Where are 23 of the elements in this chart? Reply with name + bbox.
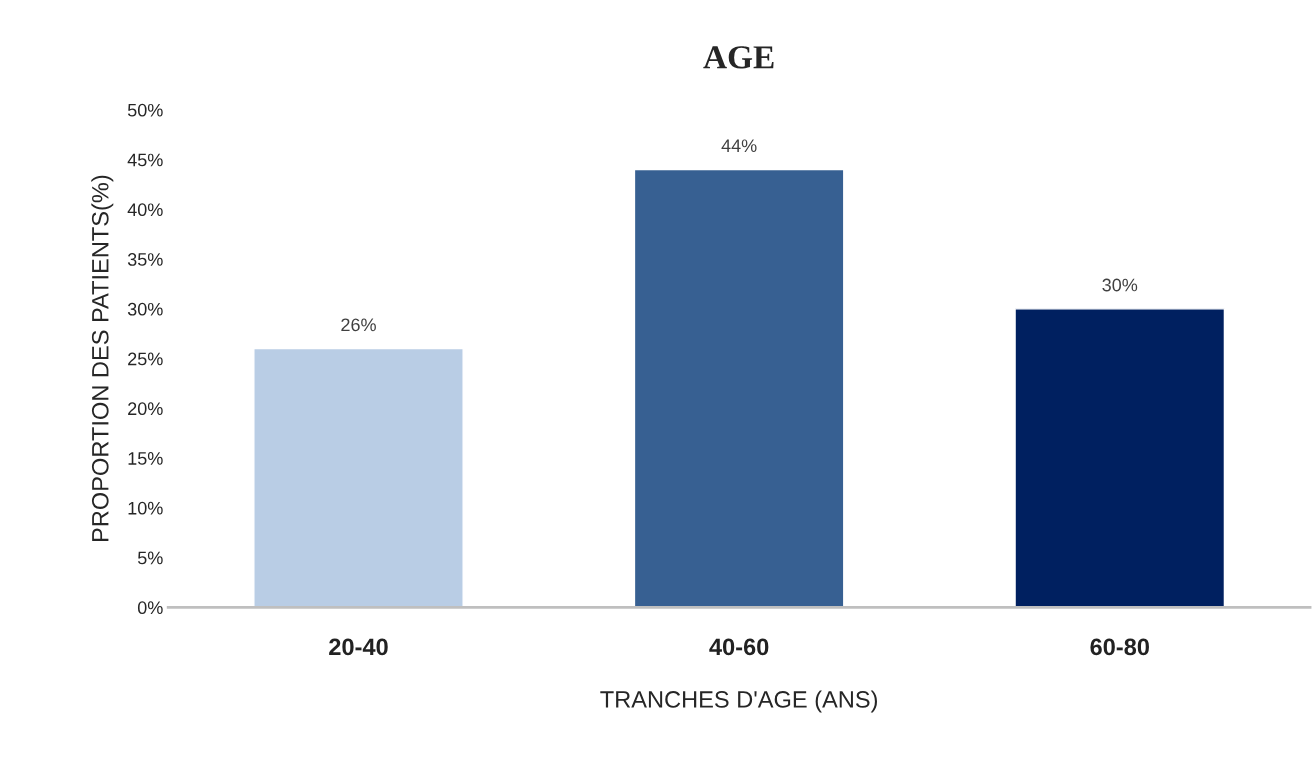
- data-label: 30%: [1102, 278, 1138, 292]
- chart-title: AGE: [703, 46, 774, 69]
- y-tick-label: 10%: [128, 501, 163, 515]
- y-tick-label: 35%: [127, 253, 163, 266]
- y-tick-label: 0%: [137, 601, 163, 615]
- bar: [253, 347, 464, 608]
- y-tick-label: 5%: [137, 551, 163, 565]
- data-label: 26%: [341, 318, 376, 332]
- y-tick-label: 30%: [127, 302, 163, 316]
- x-tick-label: 20-40: [329, 638, 388, 656]
- y-tick-label: 45%: [127, 153, 163, 167]
- x-tick-label: 40-60: [709, 638, 769, 656]
- y-tick-label: 15%: [128, 452, 163, 465]
- bar: [633, 168, 845, 608]
- y-tick-label: 25%: [128, 352, 163, 366]
- bar: [1014, 308, 1226, 608]
- y-tick-label: 40%: [127, 203, 163, 217]
- y-tick-label: 50%: [127, 103, 163, 117]
- x-axis-title: TRANCHES D'AGE (ANS): [600, 690, 877, 713]
- y-axis-title: PROPORTION DES PATIENTS(%): [91, 175, 114, 542]
- data-label: 44%: [721, 139, 757, 153]
- y-tick-label: 20%: [128, 402, 163, 416]
- x-tick-label: 60-80: [1090, 638, 1149, 656]
